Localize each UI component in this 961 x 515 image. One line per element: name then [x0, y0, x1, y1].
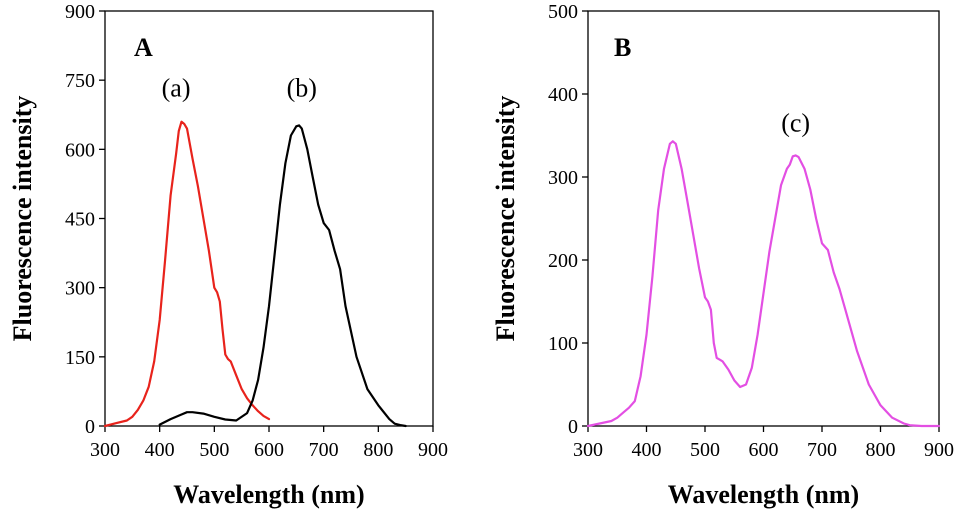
x-tick-label: 300	[573, 439, 603, 461]
panel-b: 300 400 500 600 700 800 900 0 100 200 300 400 500 Wav…	[491, 1, 954, 509]
series-line-0	[586, 140, 941, 428]
y-tick-label: 900	[65, 1, 95, 23]
x-axis-title: Wavelength (nm)	[173, 480, 364, 509]
x-tick-label: 400	[632, 439, 662, 461]
y-tick-label: 300	[65, 278, 95, 300]
y-tick-label: 0	[85, 416, 95, 438]
series-line-0	[103, 120, 271, 428]
x-tick-label: 800	[363, 439, 393, 461]
y-tick-label: 0	[568, 416, 578, 438]
y-tick-label: 300	[548, 167, 578, 189]
x-tick-label: 500	[199, 439, 229, 461]
peak-annotation: (b)	[287, 73, 317, 102]
x-tick-label: 600	[749, 439, 779, 461]
y-axis-title: Fluorescence intensity	[491, 96, 520, 342]
y-tick-label: 600	[65, 139, 95, 161]
y-tick-label: 450	[65, 209, 95, 231]
panel-a: 300 400 500 600 700 800 900 0 150 300 450 600 750 900…	[8, 1, 448, 509]
x-tick-label: 500	[690, 439, 720, 461]
x-tick-label: 900	[418, 439, 448, 461]
peak-annotation: (c)	[781, 108, 810, 137]
y-tick-label: 200	[548, 250, 578, 272]
x-tick-label: 900	[924, 439, 954, 461]
x-axis-title: Wavelength (nm)	[668, 480, 859, 509]
x-tick-label: 800	[866, 439, 896, 461]
y-tick-label: 150	[65, 347, 95, 369]
y-tick-label: 750	[65, 70, 95, 92]
y-axis-title: Fluorescence intensity	[8, 96, 37, 342]
y-tick-label: 500	[548, 1, 578, 23]
x-tick-label: 700	[309, 439, 339, 461]
peak-annotation: (a)	[162, 73, 191, 102]
x-tick-label: 400	[145, 439, 175, 461]
x-tick-label: 700	[807, 439, 837, 461]
series-line-1	[158, 124, 407, 428]
panel-label: A	[134, 33, 153, 62]
y-tick-label: 100	[548, 333, 578, 355]
plot-frame	[587, 10, 940, 427]
panel-label: B	[614, 33, 631, 62]
y-tick-label: 400	[548, 84, 578, 106]
x-tick-label: 300	[90, 439, 120, 461]
x-tick-label: 600	[254, 439, 284, 461]
